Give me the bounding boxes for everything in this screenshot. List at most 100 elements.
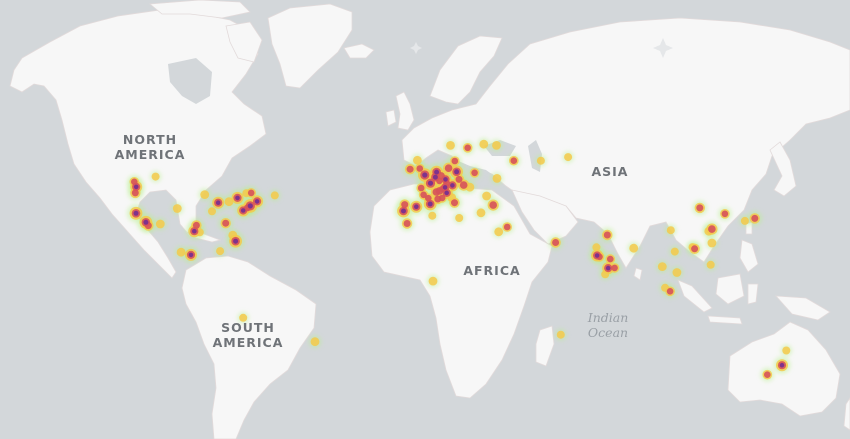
heat-point	[416, 165, 424, 172]
heat-point	[672, 268, 682, 277]
madagascar-shape	[535, 325, 555, 367]
heat-point	[479, 139, 489, 149]
heat-point	[444, 190, 450, 196]
indian-ocean-label-line2: Ocean	[587, 325, 629, 340]
heat-point	[607, 255, 614, 263]
heat-point	[779, 362, 785, 368]
land-layer	[9, 0, 850, 439]
ireland-shape	[385, 109, 397, 127]
heat-point	[464, 144, 472, 152]
heat-point	[192, 221, 200, 229]
japan-shape	[769, 141, 797, 197]
indian-ocean-label-line1: Indian	[587, 310, 629, 325]
heat-point	[208, 207, 216, 216]
heat-point	[444, 164, 453, 172]
heat-point	[503, 223, 511, 231]
arabia-shape	[511, 189, 579, 245]
heat-point	[401, 201, 409, 209]
heat-point	[552, 239, 560, 246]
africa-label: AFRICA	[463, 263, 521, 278]
heat-point	[603, 231, 611, 239]
heat-point	[155, 219, 165, 229]
heat-point	[224, 197, 234, 207]
heat-point	[247, 189, 255, 197]
south-america-label-line2: AMERICA	[212, 335, 284, 350]
heat-point	[151, 172, 160, 181]
heat-point	[427, 180, 434, 186]
heat-point	[131, 189, 139, 197]
heat-point	[476, 208, 486, 218]
heat-point	[451, 157, 459, 165]
heat-point	[455, 175, 463, 183]
heat-point	[556, 330, 565, 339]
heat-point	[420, 191, 427, 199]
heat-point	[254, 199, 260, 204]
south-america-label-line1: SOUTH	[221, 320, 275, 335]
heat-point	[706, 260, 715, 269]
heat-point	[310, 337, 320, 347]
new-zealand-shape	[843, 397, 850, 431]
heat-point	[172, 204, 182, 213]
heat-point	[751, 214, 759, 222]
compass-stars	[410, 38, 673, 58]
iceland-shape	[343, 43, 375, 59]
heat-point	[131, 178, 138, 186]
heat-point	[661, 283, 670, 292]
heat-point	[666, 226, 675, 235]
heat-point	[133, 210, 139, 216]
heat-point	[216, 247, 225, 256]
south-america-label: SOUTH AMERICA	[202, 320, 294, 350]
heat-point	[492, 174, 502, 183]
heat-point	[215, 200, 221, 205]
heat-point	[611, 264, 618, 272]
heatmap-layer	[126, 138, 792, 382]
heat-point	[670, 247, 679, 256]
north-america-label: NORTH AMERICA	[104, 132, 196, 162]
heat-point	[465, 182, 475, 192]
heat-point	[427, 201, 433, 207]
heat-point	[414, 204, 419, 209]
heat-point	[592, 243, 601, 252]
heat-point	[454, 169, 460, 175]
star-shape	[653, 38, 673, 58]
heat-point	[489, 201, 498, 209]
heat-point	[708, 225, 716, 233]
heat-point	[143, 219, 149, 225]
heat-point	[425, 194, 432, 202]
sri-lanka-shape	[633, 267, 643, 281]
hudson-bay-shape	[168, 58, 212, 104]
heat-point	[510, 157, 518, 164]
heat-point	[188, 252, 194, 258]
heat-point	[200, 190, 210, 200]
heat-point	[536, 156, 545, 165]
heat-point	[494, 227, 504, 237]
heat-point	[434, 169, 440, 175]
heat-point	[428, 276, 438, 286]
greenland-shape	[267, 3, 353, 89]
heat-point	[450, 183, 455, 188]
south-america-shape	[181, 255, 317, 439]
heat-point	[740, 216, 749, 225]
heat-point	[133, 184, 139, 190]
heat-point	[192, 228, 197, 234]
scandinavia-shape	[429, 35, 503, 105]
heat-point	[696, 204, 704, 212]
heat-point	[239, 313, 248, 322]
java-shape	[707, 315, 743, 325]
heat-point	[459, 181, 468, 189]
north-america-label-line2: AMERICA	[114, 147, 186, 162]
heat-point	[721, 210, 729, 218]
indian-ocean-label: Indian Ocean	[572, 310, 644, 340]
borneo-shape	[715, 273, 745, 305]
heat-point	[451, 199, 458, 207]
heat-point	[422, 172, 428, 178]
arctic-islands-shape	[148, 0, 251, 19]
sulawesi-shape	[747, 283, 759, 305]
heat-point	[442, 185, 448, 190]
heat-point	[594, 253, 600, 258]
heat-point	[222, 219, 230, 227]
heat-point	[492, 141, 501, 150]
heat-point	[403, 220, 411, 227]
